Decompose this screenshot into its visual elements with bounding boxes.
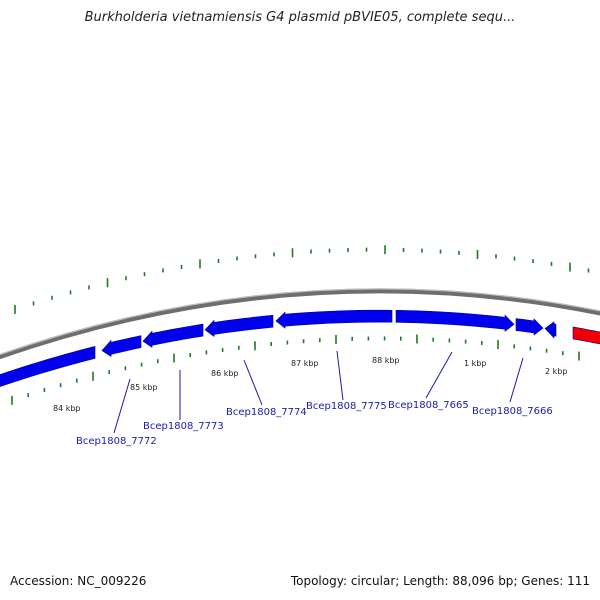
gene-label[interactable]: Bcep1808_7665 [388,400,469,411]
gene-leader-line [509,357,524,403]
gene-leader-lines [113,350,524,434]
kbp-label: 85 kbp [130,383,158,392]
topology-value: circular [350,574,396,588]
gene-leader-line [425,351,453,399]
topology-label: Topology: [290,574,347,588]
inner-tick-row [11,334,580,405]
length-value: 88,096 bp [452,574,514,588]
gene-label[interactable]: Bcep1808_7775 [306,401,387,412]
accession-value: NC_009226 [77,574,147,588]
gene-arrow[interactable] [0,345,96,389]
gene-label[interactable]: Bcep1808_7773 [143,421,224,432]
gene-arrow[interactable] [544,321,557,339]
gene-label[interactable]: Bcep1808_7666 [472,406,553,417]
accession-label: Accession: [10,574,74,588]
map-title: Burkholderia vietnamiensis G4 plasmid pB… [84,10,516,25]
plasmid-backbone [0,288,600,360]
kbp-label: 84 kbp [53,404,81,413]
gene-leader-line [336,350,344,401]
kbp-label: 87 kbp [291,359,319,368]
outer-tick-row [14,245,590,314]
gene-arrows [0,309,600,389]
gene-arrow[interactable] [515,318,544,336]
gene-label[interactable]: Bcep1808_7774 [226,407,307,418]
genes-label: Genes: [521,574,564,588]
gene-arrow[interactable] [572,326,600,346]
gene-label[interactable]: Bcep1808_7772 [76,436,157,447]
gene-arrow[interactable] [101,335,142,357]
gene-arrow[interactable] [142,323,204,348]
gene-arrow[interactable] [204,314,274,338]
gene-labels: Bcep1808_7772 Bcep1808_7773 Bcep1808_777… [76,400,553,447]
kbp-label: 88 kbp [372,356,400,365]
gene-arrow[interactable] [275,309,393,329]
kbp-scale: 84 kbp 85 kbp 86 kbp 87 kbp 88 kbp 1 kbp… [53,356,567,413]
gene-arrow[interactable] [395,310,515,332]
kbp-label: 86 kbp [211,369,239,378]
gene-leader-line [243,359,263,406]
accession-info: Accession: NC_009226 [10,574,146,588]
length-label: Length: [403,574,449,588]
plasmid-backbone-highlight [0,288,600,356]
gene-leader-line [113,378,131,434]
kbp-label: 2 kbp [545,367,567,376]
genes-count: 111 [567,574,590,588]
sequence-summary: Topology: circular; Length: 88,096 bp; G… [290,574,590,588]
kbp-label: 1 kbp [464,359,486,368]
